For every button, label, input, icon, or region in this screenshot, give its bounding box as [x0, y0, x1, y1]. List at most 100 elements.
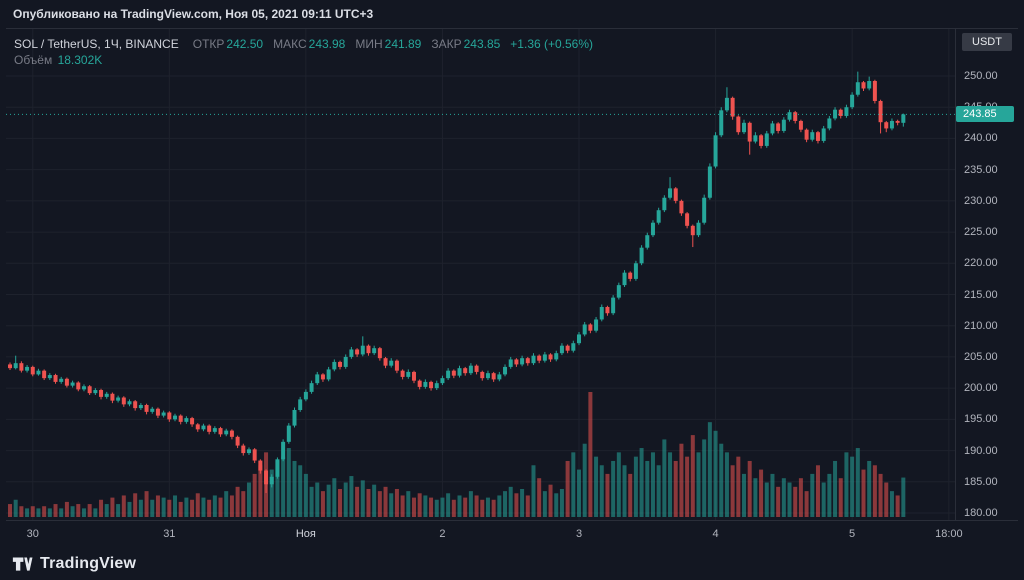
volume-bar	[70, 506, 75, 517]
volume-bar	[633, 456, 638, 517]
volume-bar	[434, 499, 439, 517]
footer-brand[interactable]: TradingView	[12, 555, 136, 573]
price-tick-label: 220.00	[964, 257, 998, 270]
candle	[343, 354, 348, 369]
volume-bar	[730, 465, 735, 517]
candle	[264, 469, 269, 494]
candle	[178, 414, 183, 425]
candle	[360, 336, 365, 357]
price-axis[interactable]: USDT 243.85 250.00245.00240.00235.00230.…	[956, 29, 1018, 520]
volume-bar	[520, 488, 525, 517]
candle	[338, 360, 343, 370]
volume-bar	[207, 499, 212, 517]
candle	[389, 358, 394, 368]
candle	[793, 110, 798, 124]
volume-bar	[616, 452, 621, 517]
candle	[696, 220, 701, 238]
price-tick-label: 230.00	[964, 194, 998, 207]
candle	[878, 99, 883, 134]
volume-label: Объём	[14, 53, 53, 67]
candle	[116, 395, 121, 403]
volume-bar	[622, 465, 627, 517]
candle	[707, 163, 712, 200]
volume-bar	[685, 456, 690, 517]
volume-bar	[850, 456, 855, 517]
tradingview-wordmark[interactable]: TradingView	[40, 555, 137, 572]
candle	[753, 132, 758, 144]
candle	[355, 348, 360, 357]
candle	[776, 122, 781, 134]
candle	[457, 365, 462, 378]
volume-bar	[8, 504, 12, 517]
volume-bar	[821, 482, 826, 517]
volume-bar	[787, 482, 792, 517]
volume-bar	[770, 473, 775, 517]
candle	[429, 380, 434, 391]
candle	[719, 107, 724, 138]
volume-bar	[372, 484, 377, 517]
candle	[901, 113, 906, 127]
volume-bar	[349, 476, 354, 517]
volume-bar	[474, 495, 479, 517]
candle	[281, 439, 286, 462]
candle	[161, 410, 166, 418]
candle	[474, 364, 479, 375]
volume-bar	[315, 482, 320, 517]
volume-bar	[531, 465, 536, 517]
volume-bar	[184, 497, 189, 517]
volume-bar	[246, 482, 251, 517]
volume-bar	[662, 439, 667, 517]
time-axis[interactable]: 30 31 Ноя 2 3 4 5 18:00	[6, 520, 1018, 548]
volume-bar	[753, 478, 758, 517]
candle	[616, 282, 621, 300]
candle	[673, 187, 678, 204]
candle	[804, 128, 809, 143]
grid-layer	[6, 29, 955, 520]
volume-bar	[747, 460, 752, 517]
volume-bar	[298, 465, 303, 517]
candle	[190, 416, 195, 427]
volume-bar	[59, 508, 64, 517]
volume-bar	[155, 495, 160, 517]
volume-bar	[804, 491, 809, 517]
volume-bar	[668, 452, 673, 517]
candle	[833, 107, 838, 121]
candle	[889, 118, 894, 131]
price-tick-label: 180.00	[964, 507, 998, 519]
volume-bar	[30, 506, 35, 517]
volume-bar	[679, 443, 684, 517]
candle	[235, 435, 240, 449]
candle	[434, 380, 439, 391]
candle	[303, 389, 308, 402]
volume-bar	[429, 497, 434, 517]
volume-bar	[815, 465, 820, 517]
volume-bar	[252, 473, 257, 517]
candle	[76, 381, 81, 392]
volume-bar	[554, 493, 559, 517]
time-tick-label: 5	[849, 528, 856, 540]
volume-bar	[480, 499, 485, 517]
volume-bar	[833, 460, 838, 517]
candle	[195, 423, 200, 432]
volume-bar	[87, 504, 92, 517]
candle	[59, 376, 64, 384]
price-tick-label: 205.00	[964, 350, 998, 363]
chart-canvas[interactable]	[6, 29, 955, 520]
price-tick-label: 215.00	[964, 288, 998, 301]
time-tick-label: Ноя	[295, 528, 316, 540]
tradingview-logo-icon[interactable]	[12, 556, 33, 572]
candle	[884, 120, 889, 133]
price-chart-pane[interactable]: SOL / TetherUS, 1Ч, BINANCE ОТКР 242.50 МАК…	[6, 29, 956, 520]
candle	[827, 115, 832, 131]
candle	[99, 388, 104, 400]
candle	[218, 426, 223, 437]
candle	[770, 120, 775, 136]
volume-bar	[36, 508, 41, 517]
volume-bar	[19, 506, 24, 517]
candle	[463, 366, 468, 376]
candle	[144, 403, 149, 415]
candle	[503, 364, 508, 377]
symbol-title[interactable]: SOL / TetherUS, 1Ч, BINANCE	[14, 37, 179, 51]
price-tick-label: 195.00	[964, 413, 998, 426]
volume-bar	[309, 486, 314, 517]
